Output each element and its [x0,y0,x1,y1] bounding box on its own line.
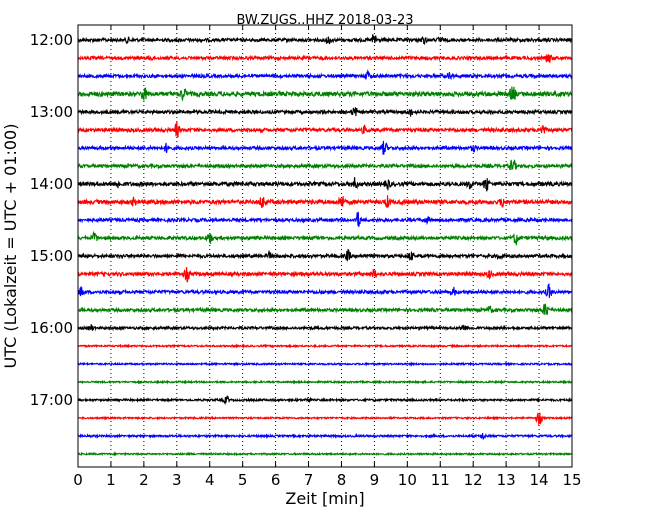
x-tick-label: 9 [370,471,380,489]
trace-line [77,34,573,46]
y-tick-label: 12:00 [30,31,73,49]
trace-line [77,107,573,117]
trace-line [77,211,573,227]
trace-line [77,432,573,440]
trace-line [77,86,573,102]
y-tick-label: 16:00 [30,319,73,337]
y-axis: 12:00 13:00 14:00 15:00 16:00 17:00 [30,31,572,409]
trace-group [77,34,573,457]
trace-line [77,324,573,332]
trace-line [77,361,573,367]
x-tick-label: 4 [205,471,215,489]
trace-line [77,177,573,192]
trace-line [77,121,573,138]
x-tick-label: 8 [337,471,347,489]
x-axis-label: Zeit [min] [285,489,364,508]
trace-line [77,394,573,406]
y-tick-label: 15:00 [30,247,73,265]
trace-line [77,69,573,81]
trace-line [77,283,573,298]
x-tick-label: 15 [562,471,581,489]
trace-line [77,379,573,385]
x-tick-label: 1 [106,471,116,489]
x-tick-label: 14 [530,471,549,489]
x-tick-label: 12 [464,471,483,489]
trace-line [77,266,573,283]
x-axis: 0 1 2 3 4 5 6 7 8 9 10 11 12 13 14 15 [73,25,582,489]
grid-lines [110,25,540,467]
x-tick-label: 3 [172,471,182,489]
x-tick-label: 6 [271,471,281,489]
y-tick-label: 13:00 [30,103,73,121]
y-tick-label: 17:00 [30,391,73,409]
trace-line [77,303,573,316]
x-tick-label: 11 [431,471,450,489]
trace-line [77,230,573,246]
plot-frame [77,24,573,468]
y-axis-label: UTC (Lokalzeit = UTC + 01:00) [1,124,20,369]
trace-line [77,451,573,457]
trace-line [77,249,573,262]
trace-line [77,140,573,155]
trace-line [77,53,573,63]
x-tick-label: 0 [73,471,83,489]
x-tick-label: 5 [238,471,248,489]
trace-line [77,159,573,171]
x-tick-label: 10 [398,471,417,489]
x-tick-label: 7 [304,471,314,489]
trace-line [77,412,573,426]
trace-line [77,343,573,349]
x-tick-label: 13 [497,471,516,489]
x-tick-label: 2 [139,471,149,489]
y-tick-label: 14:00 [30,175,73,193]
chart-title: BW.ZUGS..HHZ 2018-03-23 [236,13,413,28]
trace-line [77,195,573,209]
